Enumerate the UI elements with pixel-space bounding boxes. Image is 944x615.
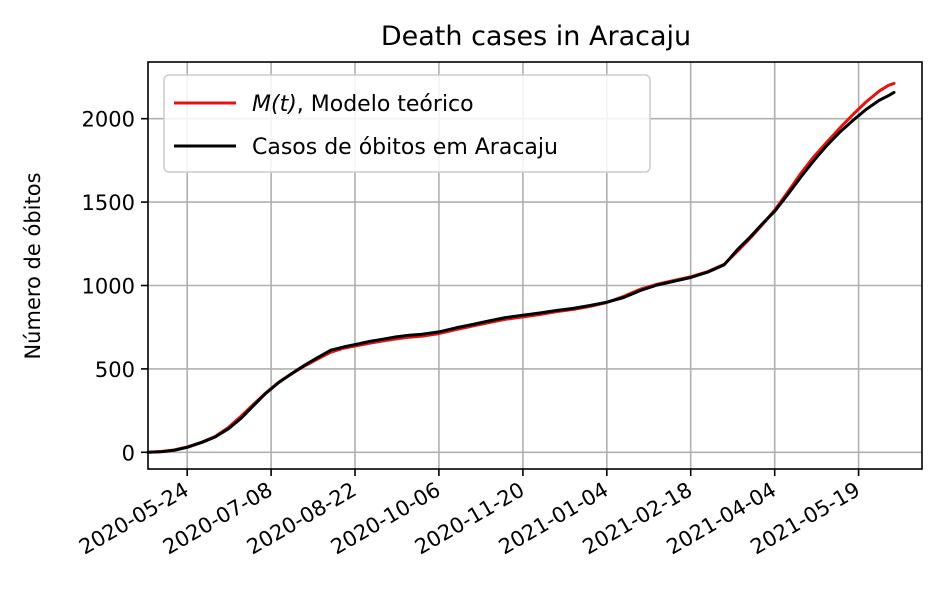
plot-frame: [147, 61, 923, 470]
y-axis-label: Número de óbitos: [21, 172, 45, 359]
legend-label-model: M(t), Modelo teórico: [252, 92, 474, 117]
y-tick-label: 1000: [82, 275, 135, 299]
legend-label-observed: Casos de óbitos em Aracaju: [252, 135, 558, 160]
chart-title: Death cases in Aracaju: [381, 21, 691, 52]
y-tick-label: 1500: [82, 191, 135, 215]
y-tick-label: 2000: [82, 108, 135, 132]
y-tick-label: 0: [122, 441, 135, 465]
legend: M(t), Modelo teórico Casos de óbitos em …: [163, 74, 651, 173]
legend-box: [163, 74, 651, 173]
legend-label-model-math: M(t): [252, 92, 297, 117]
y-tick-label: 500: [95, 358, 135, 382]
legend-label-model-rest: , Modelo teórico: [297, 92, 474, 117]
series-group: [146, 81, 896, 454]
series-line-observed: [146, 90, 896, 454]
